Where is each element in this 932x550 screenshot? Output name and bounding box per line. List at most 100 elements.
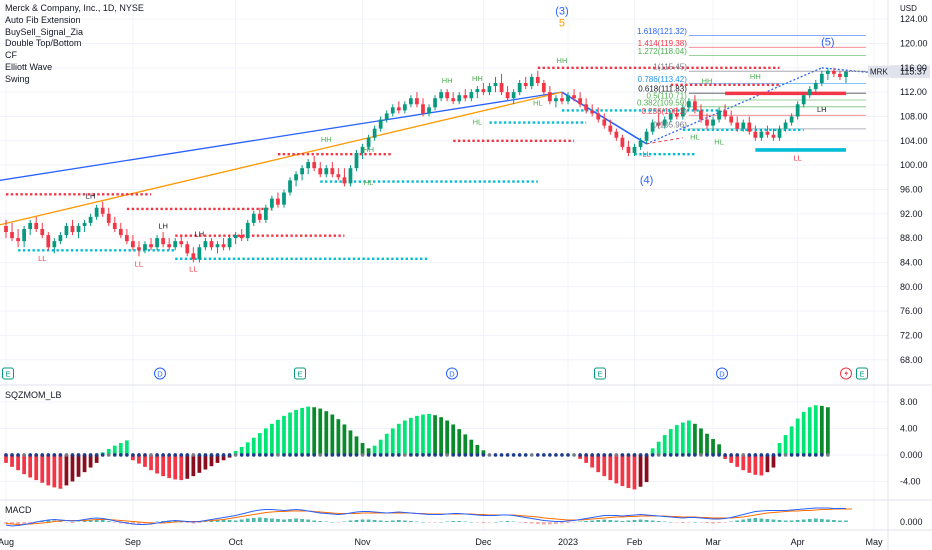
squeeze-dot [656, 453, 661, 457]
macd-histogram-bar [517, 522, 522, 523]
macd-histogram-bar [312, 520, 317, 522]
sqzmom-bar [4, 454, 8, 463]
event-marker-letter: E [5, 370, 10, 379]
sqzmom-bar [735, 454, 740, 467]
sqzmom-title: SQZMOM_LB [5, 390, 62, 400]
macd-histogram-bar [638, 519, 643, 522]
candle-body [602, 119, 607, 126]
candle-body [674, 113, 679, 117]
macd-histogram-bar [245, 518, 250, 522]
earnings-marker[interactable]: E [294, 367, 306, 380]
macd-tick-label: 0.000 [900, 517, 923, 527]
squeeze-dot [560, 453, 564, 457]
legend-indicator-2[interactable]: BuySell_Signal_Zia [5, 26, 84, 37]
squeeze-dot [717, 453, 721, 457]
sqzmom-bar [58, 454, 63, 489]
legend-indicator-3[interactable]: Double Top/Bottom [5, 38, 82, 49]
candle-body [396, 107, 401, 111]
candle-body [209, 241, 214, 248]
fib-level-label: 1.414(119.38) [638, 39, 688, 48]
legend-indicator-1[interactable]: Auto Fib Extension [5, 14, 81, 25]
candle-body [300, 168, 304, 175]
macd-histogram-bar [191, 522, 196, 524]
macd-histogram-bar [602, 519, 607, 522]
candle-body [88, 216, 93, 223]
sqzmom-bar [155, 454, 159, 474]
chart-title[interactable]: Merck & Company, Inc., 1D, NYSE [5, 3, 144, 13]
sqzmom-bar [143, 454, 147, 467]
macd-histogram-bar [511, 521, 516, 522]
squeeze-dot [523, 453, 528, 457]
squeeze-dot [306, 453, 310, 457]
candle-body [137, 247, 141, 251]
candle-body [487, 86, 492, 93]
candle-body [112, 222, 117, 229]
candle-body [251, 213, 256, 223]
legend-indicator-5[interactable]: Elliott Wave [5, 61, 53, 72]
macd-histogram-bar [693, 522, 697, 523]
squeeze-dot [469, 453, 474, 457]
earnings-marker[interactable]: E [594, 367, 606, 380]
sqzmom-bar [64, 454, 69, 486]
macd-histogram-bar [783, 520, 788, 522]
macd-histogram-bar [409, 521, 413, 522]
squeeze-dot [451, 453, 455, 457]
time-tick-label: 2023 [558, 537, 578, 547]
sqzmom-bar [771, 454, 776, 468]
macd-histogram-bar [390, 520, 395, 522]
candle-body [330, 168, 335, 175]
earnings-marker-badge [594, 367, 606, 380]
sqzmom-bar [161, 454, 165, 477]
dividend-marker[interactable]: D [446, 367, 458, 380]
candle-body [239, 235, 244, 239]
squeeze-dot [276, 453, 280, 457]
sqzmom-bar [759, 454, 764, 476]
symbol-tag: MRK [870, 68, 888, 77]
elliott-wave-label: (5) [821, 36, 834, 48]
candle-body [94, 207, 99, 217]
macd-histogram-bar [596, 520, 601, 522]
squeeze-dot [681, 453, 685, 457]
candle-body [795, 104, 800, 117]
macd-histogram-bar [717, 522, 721, 523]
legend-indicator-4[interactable]: CF [5, 50, 17, 61]
squeeze-dot [777, 453, 782, 457]
earnings-marker[interactable]: E [2, 367, 14, 380]
candle-body [590, 110, 595, 114]
candle-body [620, 137, 625, 147]
dividend-marker[interactable]: D [154, 367, 166, 380]
squeeze-dot [179, 453, 184, 457]
price-tick-label: 116.00 [900, 63, 927, 73]
macd-histogram-bar [82, 520, 87, 522]
squeeze-dot [826, 453, 830, 457]
macd-histogram-bar [288, 519, 292, 522]
time-tick-label: May [865, 537, 883, 547]
legend-indicator-6[interactable]: Swing [5, 73, 30, 84]
candle-body [499, 83, 504, 93]
sqzmom-bar [88, 454, 93, 468]
squeeze-dot [747, 453, 752, 457]
sqzmom-bar [626, 454, 631, 489]
earnings-marker[interactable]: E [856, 367, 868, 380]
squeeze-dot [318, 453, 323, 457]
dividend-marker[interactable]: D [716, 367, 728, 380]
candle-body [282, 192, 286, 205]
squeeze-dot [88, 453, 93, 457]
fib-trend-line [646, 137, 683, 145]
sqzmom-bar [179, 454, 184, 481]
macd-histogram-bar [360, 519, 365, 522]
squeeze-dot [662, 453, 667, 457]
candle-body [312, 162, 317, 169]
candle-body [276, 198, 280, 205]
macd-histogram-bar [795, 520, 800, 522]
macd-histogram-bar [221, 519, 226, 522]
swing-label: HL [533, 99, 543, 108]
sqzmom-bar [282, 415, 286, 455]
fib-level-label: 0.382(109.59) [637, 98, 687, 107]
sqzmom-bar [783, 435, 788, 455]
macd-histogram-bar [825, 519, 830, 522]
macd-histogram-bar [354, 520, 359, 522]
candle-body [638, 140, 643, 147]
elliott-wave-label: (4) [640, 174, 653, 186]
